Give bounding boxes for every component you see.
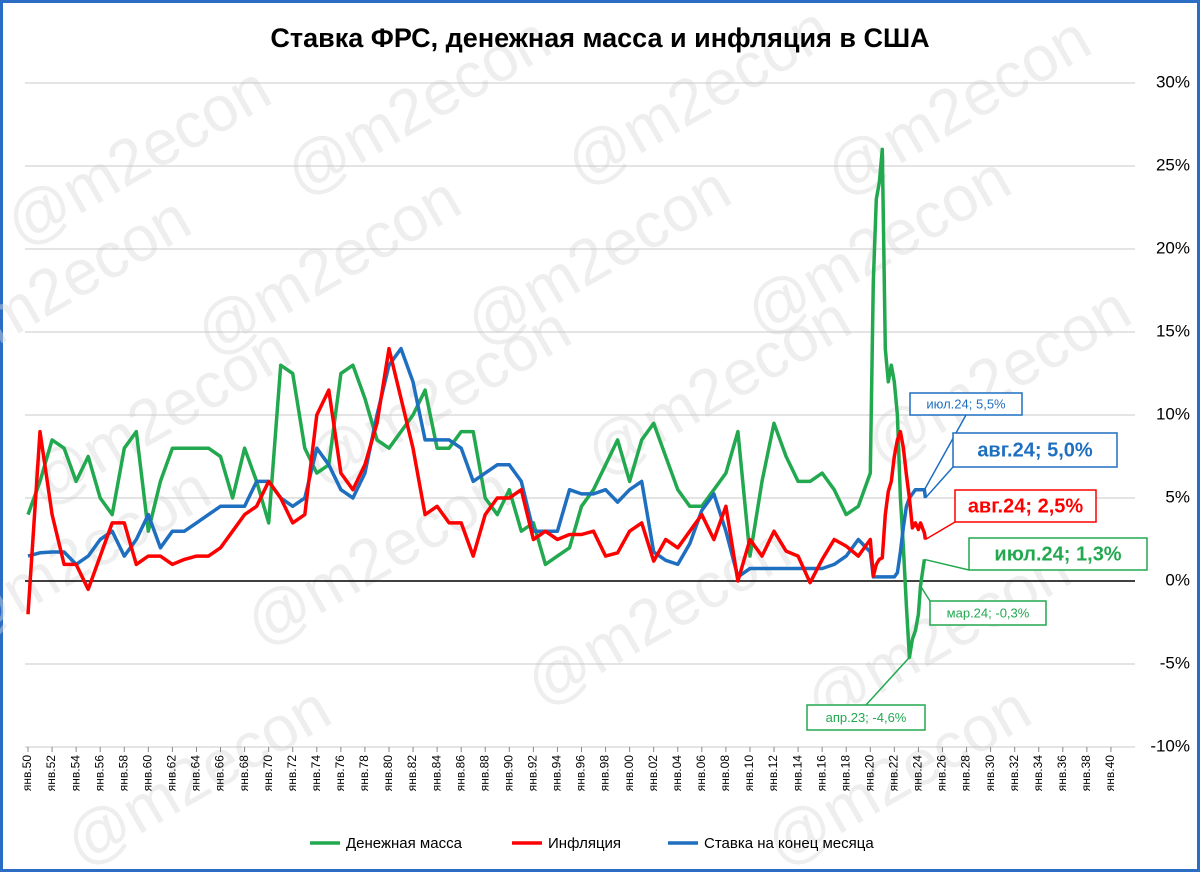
x-tick-label: янв.14 — [790, 755, 804, 792]
x-tick-label: янв.90 — [501, 755, 515, 792]
x-tick-label: янв.58 — [116, 755, 130, 792]
x-tick-label: янв.16 — [814, 755, 828, 792]
x-tick-label: янв.22 — [887, 755, 901, 792]
x-tick-label: янв.04 — [670, 755, 684, 792]
x-tick-label: янв.30 — [983, 755, 997, 792]
x-tick-label: янв.80 — [381, 755, 395, 792]
x-tick-label: янв.20 — [862, 755, 876, 792]
annotation-box — [806, 704, 926, 731]
y-tick-label: -5% — [1160, 653, 1190, 672]
x-tick-label: янв.70 — [261, 755, 275, 792]
y-tick-label: 30% — [1156, 72, 1190, 91]
y-tick-label: 20% — [1156, 238, 1190, 257]
y-tick-label: 5% — [1165, 487, 1190, 506]
annotation-box — [909, 392, 1023, 416]
x-tick-label: янв.32 — [1007, 755, 1021, 792]
x-tick-label: янв.74 — [309, 755, 323, 792]
legend-label: Ставка на конец месяца — [704, 835, 874, 852]
annotation-label: авг.24; 5,0% — [977, 439, 1093, 461]
x-tick-label: янв.06 — [694, 755, 708, 792]
annotation-leader — [924, 558, 970, 571]
x-tick-label: янв.18 — [838, 755, 852, 792]
annotation-box — [954, 489, 1097, 523]
x-tick-label: янв.40 — [1103, 755, 1117, 792]
annotation-box — [929, 600, 1047, 626]
x-tick-label: янв.36 — [1055, 755, 1069, 792]
x-tick-label: янв.34 — [1031, 755, 1045, 792]
annotation-box — [952, 432, 1118, 468]
x-tick-label: янв.00 — [622, 755, 636, 792]
x-tick-label: янв.72 — [285, 755, 299, 792]
x-tick-label: янв.64 — [189, 755, 203, 792]
x-tick-label: янв.54 — [68, 755, 82, 792]
annotation-leader — [925, 521, 956, 541]
y-tick-label: -10% — [1150, 736, 1190, 755]
x-tick-label: янв.62 — [165, 755, 179, 792]
x-tick-label: янв.68 — [237, 755, 251, 792]
annotation-label: июл.24; 1,3% — [994, 543, 1121, 565]
x-tick-label: янв.08 — [718, 755, 732, 792]
y-tick-label: 0% — [1165, 570, 1190, 589]
series-line — [26, 147, 927, 660]
x-tick-label: янв.26 — [935, 755, 949, 792]
x-tick-label: янв.50 — [20, 755, 34, 792]
x-tick-label: янв.88 — [477, 755, 491, 792]
y-tick-label: 15% — [1156, 321, 1190, 340]
x-tick-label: янв.28 — [959, 755, 973, 792]
annotation-label: авг.24; 2,5% — [968, 495, 1084, 517]
legend-label: Инфляция — [548, 835, 621, 852]
x-tick-label: янв.82 — [405, 755, 419, 792]
chart-title: Ставка ФРС, денежная масса и инфляция в … — [270, 23, 929, 53]
legend-label: Денежная масса — [346, 835, 463, 852]
x-tick-label: янв.96 — [574, 755, 588, 792]
x-tick-label: янв.78 — [357, 755, 371, 792]
y-tick-label: 25% — [1156, 155, 1190, 174]
x-tick-label: янв.94 — [550, 755, 564, 792]
annotation-box — [968, 537, 1148, 571]
annotation-label: апр.23; -4,6% — [826, 710, 907, 725]
x-tick-label: янв.86 — [453, 755, 467, 792]
x-tick-label: янв.02 — [646, 755, 660, 792]
x-tick-label: янв.38 — [1079, 755, 1093, 792]
x-tick-label: янв.92 — [526, 755, 540, 792]
series-line — [27, 346, 928, 579]
x-tick-label: янв.56 — [92, 755, 106, 792]
annotation-leader — [923, 414, 967, 491]
x-tick-label: янв.76 — [333, 755, 347, 792]
annotation-label: мар.24; -0,3% — [947, 605, 1030, 620]
x-tick-label: янв.66 — [213, 755, 227, 792]
x-tick-label: янв.60 — [141, 755, 155, 792]
x-tick-label: янв.24 — [911, 755, 925, 792]
annotation-leader — [924, 466, 954, 499]
x-tick-label: янв.10 — [742, 755, 756, 792]
annotation-label: июл.24; 5,5% — [926, 396, 1006, 411]
x-tick-label: янв.98 — [598, 755, 612, 792]
x-tick-label: янв.12 — [766, 755, 780, 792]
y-tick-label: 10% — [1156, 404, 1190, 423]
x-tick-label: янв.52 — [44, 755, 58, 792]
x-tick-label: янв.84 — [429, 755, 443, 792]
series-line — [26, 346, 928, 615]
annotation-leader — [865, 656, 910, 706]
annotation-leader — [919, 585, 931, 602]
